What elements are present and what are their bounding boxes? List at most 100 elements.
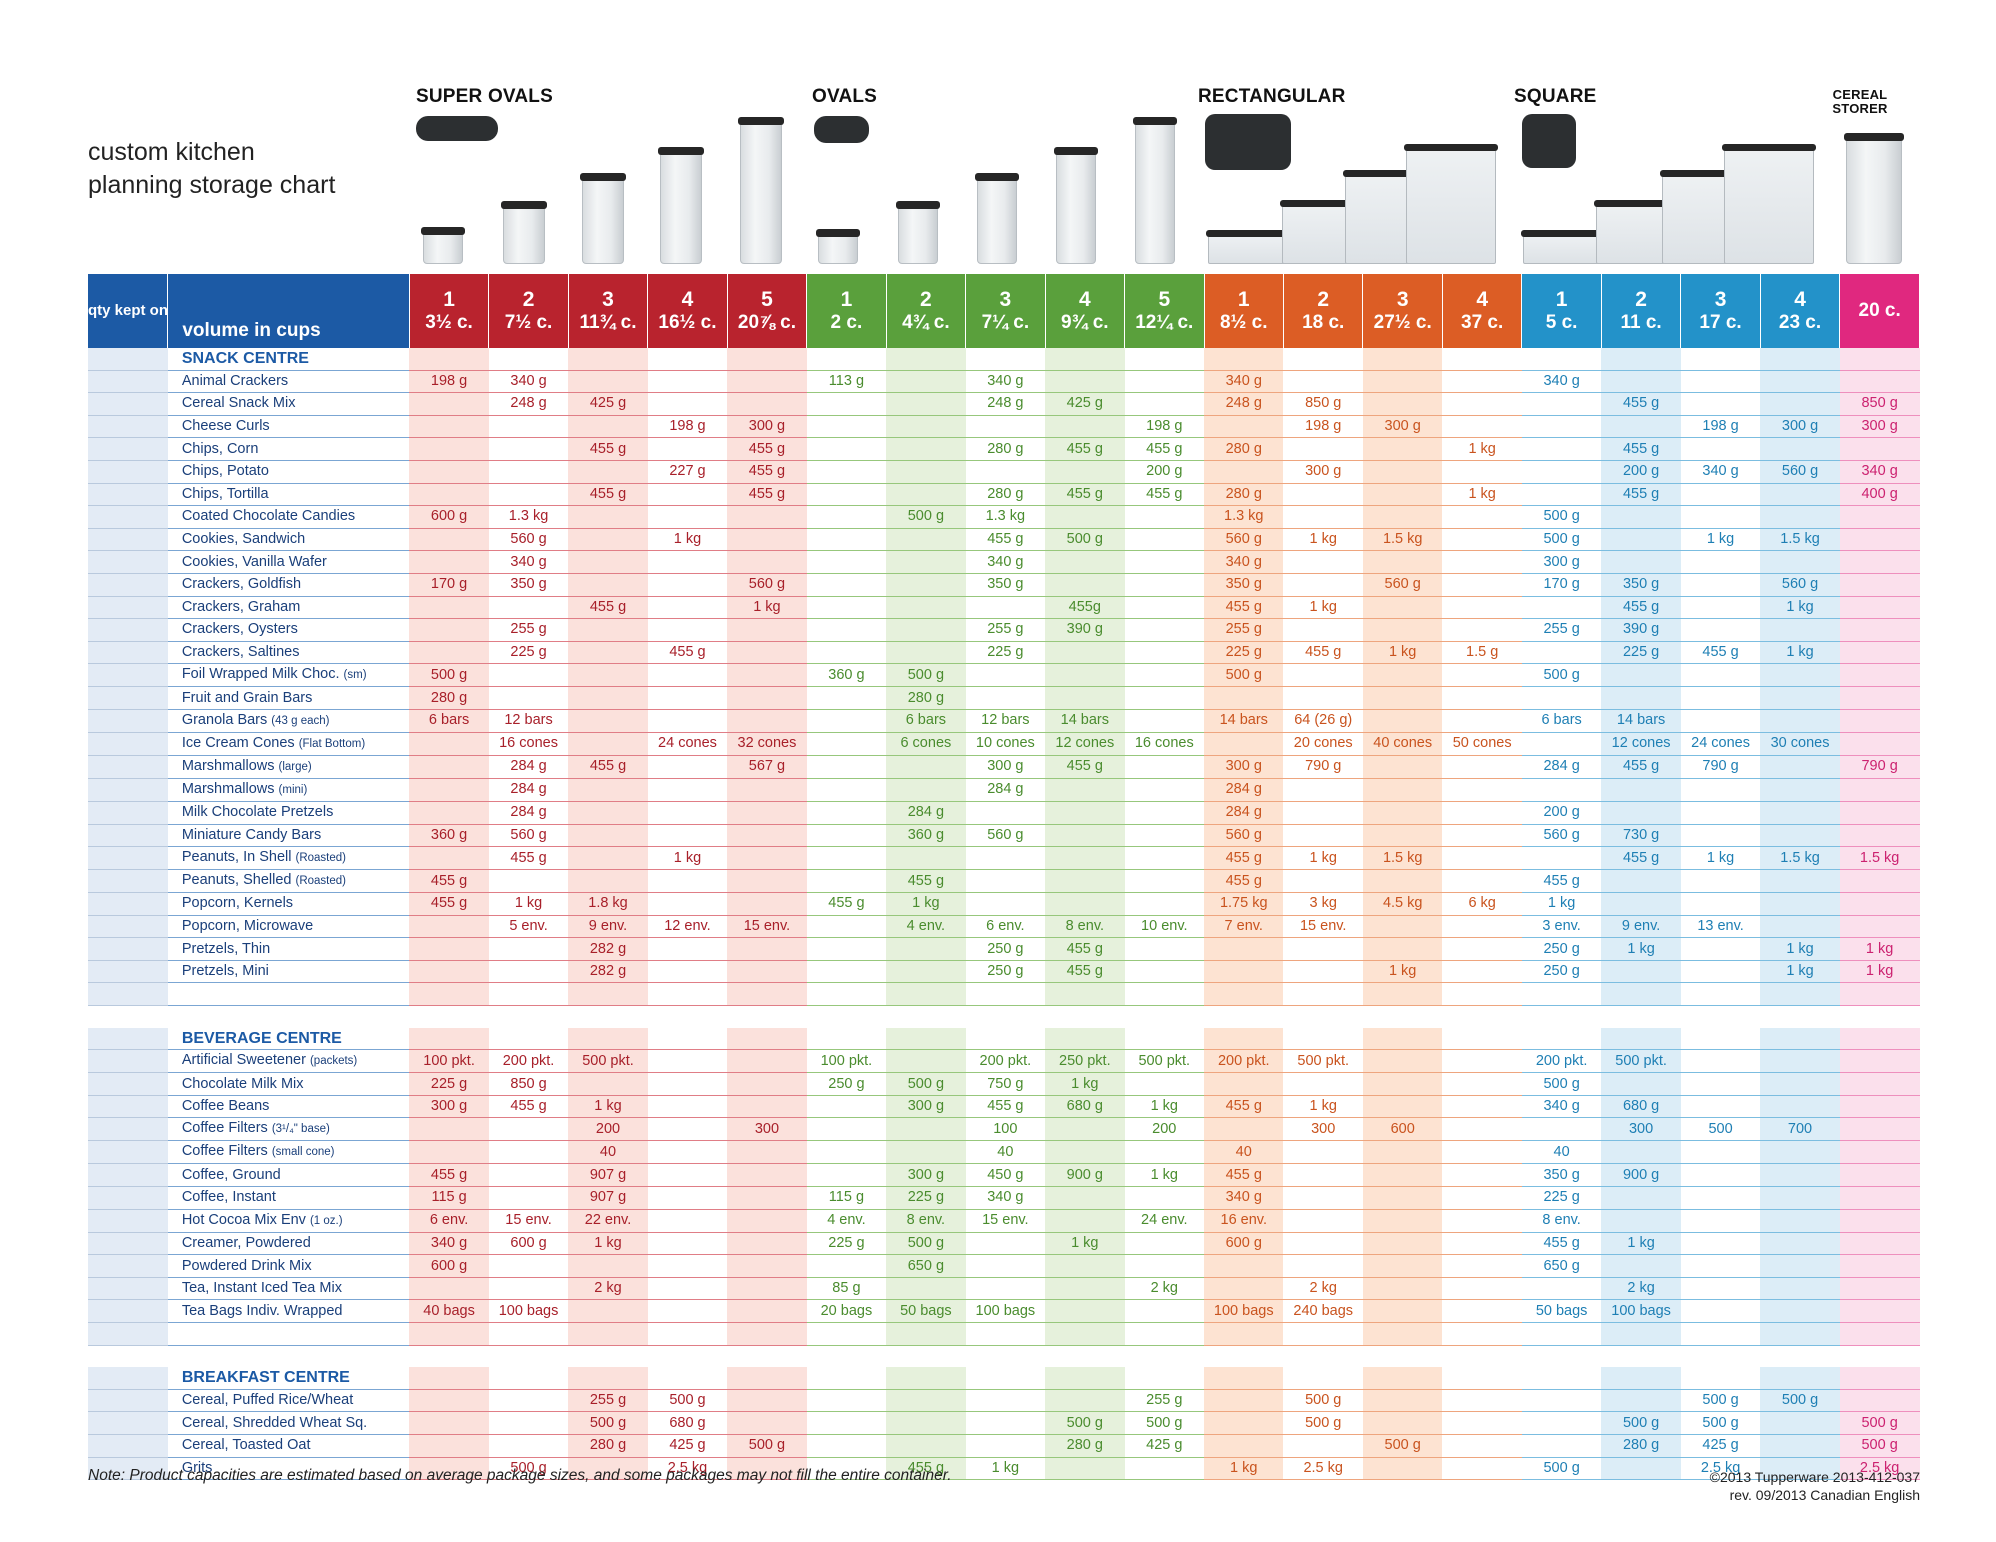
capacity-cell: 198 g: [1283, 415, 1363, 439]
capacity-cell: 750 g: [965, 1072, 1046, 1096]
capacity-cell: 455 g: [886, 869, 966, 894]
capacity-cell: 8 env.: [1521, 1209, 1602, 1233]
capacity-cell: [965, 686, 1046, 710]
capacity-cell: [806, 483, 887, 507]
qty-cell: [88, 915, 168, 939]
item-name: Tea, Instant Iced Tea Mix: [167, 1277, 410, 1301]
capacity-cell: [1362, 755, 1443, 779]
capacity-cell: [409, 618, 489, 642]
spacer-row: [88, 1322, 1920, 1346]
item-label: Popcorn, Microwave: [181, 917, 314, 934]
table-row: Popcorn, Microwave 5 env. 9 env. 12 env. 15 …: [88, 915, 1920, 939]
capacity-cell: [1442, 1186, 1522, 1210]
capacity-cell: 300 g: [1204, 755, 1284, 779]
capacity-cell: 560 g: [1204, 824, 1284, 848]
capacity-cell: [965, 892, 1046, 916]
capacity-cell: 1 kg: [1283, 596, 1363, 620]
capacity-cell: 280 g: [965, 437, 1046, 461]
capacity-cell: [1124, 960, 1205, 984]
capacity-cell: 500: [1680, 1117, 1761, 1142]
capacity-cell: [1601, 1389, 1681, 1413]
capacity-cell: 455 g: [1045, 483, 1125, 507]
item-note: (1 oz.): [309, 1214, 343, 1227]
capacity-cell: [1839, 641, 1920, 665]
qty-cell: [88, 483, 168, 507]
capacity-cell: [1283, 1209, 1363, 1233]
capacity-cell: 32 cones: [727, 732, 807, 756]
storage-chart-table: qty kept on hand volume in cups 13½ c.27…: [88, 274, 1920, 1481]
capacity-cell: 455 g: [1204, 1163, 1284, 1188]
capacity-cell: [727, 937, 807, 961]
item-name: Popcorn, Kernels: [167, 892, 410, 916]
capacity-cell: [1839, 1072, 1920, 1096]
capacity-cell: 16 env.: [1204, 1209, 1284, 1233]
capacity-cell: 350 g: [1204, 573, 1284, 597]
item-note: (mini): [278, 783, 308, 796]
capacity-cell: 455 g: [1601, 596, 1681, 620]
capacity-cell: [806, 415, 887, 439]
capacity-cell: [886, 1322, 966, 1346]
capacity-cell: [568, 618, 648, 642]
capacity-cell: 500 g: [886, 505, 966, 529]
capacity-cell: 255 g: [1124, 1389, 1205, 1413]
capacity-cell: 455 g: [1045, 937, 1125, 961]
capacity-cell: [1680, 1367, 1761, 1390]
qty-cell: [88, 1072, 168, 1096]
capacity-cell: [1680, 892, 1761, 916]
capacity-cell: [1283, 1232, 1363, 1256]
capacity-cell: 100 bags: [1601, 1299, 1681, 1323]
capacity-cell: [1442, 392, 1522, 416]
capacity-cell: [727, 846, 807, 871]
item-label: Miniature Candy Bars: [181, 826, 322, 843]
capacity-cell: [488, 960, 569, 984]
capacity-cell: [727, 1209, 807, 1233]
capacity-cell: 360 g: [409, 824, 489, 848]
column-volume: 18 c.: [1302, 312, 1345, 333]
capacity-cell: [727, 1411, 807, 1435]
capacity-cell: [1442, 528, 1522, 552]
item-label: Powdered Drink Mix: [181, 1257, 312, 1274]
capacity-cell: [568, 801, 648, 825]
capacity-cell: 1.3 kg: [488, 505, 569, 529]
capacity-cell: [1124, 573, 1205, 597]
capacity-cell: [1045, 460, 1125, 484]
capacity-cell: 1 kg: [1601, 937, 1681, 961]
capacity-cell: 1 kg: [1442, 483, 1522, 507]
capacity-cell: 500 g: [488, 1457, 569, 1481]
capacity-cell: 340 g: [1204, 550, 1284, 574]
capacity-cell: [886, 1367, 966, 1390]
capacity-cell: 198 g: [409, 370, 489, 394]
capacity-cell: [488, 1389, 569, 1413]
capacity-cell: [886, 1049, 966, 1074]
capacity-cell: [1283, 1434, 1363, 1458]
capacity-cell: [806, 460, 887, 484]
capacity-cell: [886, 415, 966, 439]
capacity-cell: 225 g: [1521, 1186, 1602, 1210]
capacity-cell: [1442, 1411, 1522, 1435]
item-name: Chocolate Milk Mix: [167, 1072, 410, 1096]
capacity-cell: [488, 1117, 569, 1142]
capacity-cell: 1 kg: [1045, 1072, 1125, 1096]
capacity-cell: 5 env.: [488, 915, 569, 939]
capacity-cell: [1124, 824, 1205, 848]
capacity-cell: [965, 1434, 1046, 1458]
capacity-cell: [1680, 1095, 1761, 1119]
capacity-cell: [409, 1117, 489, 1142]
capacity-cell: 300 g: [1521, 550, 1602, 574]
capacity-cell: [647, 1186, 728, 1210]
capacity-cell: 300 g: [886, 1163, 966, 1188]
capacity-cell: [886, 641, 966, 665]
capacity-cell: [1124, 550, 1205, 574]
capacity-cell: 240 bags: [1283, 1299, 1363, 1323]
capacity-cell: [647, 892, 728, 916]
capacity-cell: [568, 1457, 648, 1481]
capacity-cell: [1124, 1072, 1205, 1096]
capacity-cell: [647, 982, 728, 1007]
capacity-cell: [409, 596, 489, 620]
capacity-cell: 1 kg: [1045, 1232, 1125, 1256]
capacity-cell: [488, 437, 569, 461]
qty-cell: [88, 846, 168, 871]
capacity-cell: 12 cones: [1601, 732, 1681, 756]
column-volume: 8½ c.: [1219, 312, 1268, 333]
capacity-cell: [1362, 483, 1443, 507]
